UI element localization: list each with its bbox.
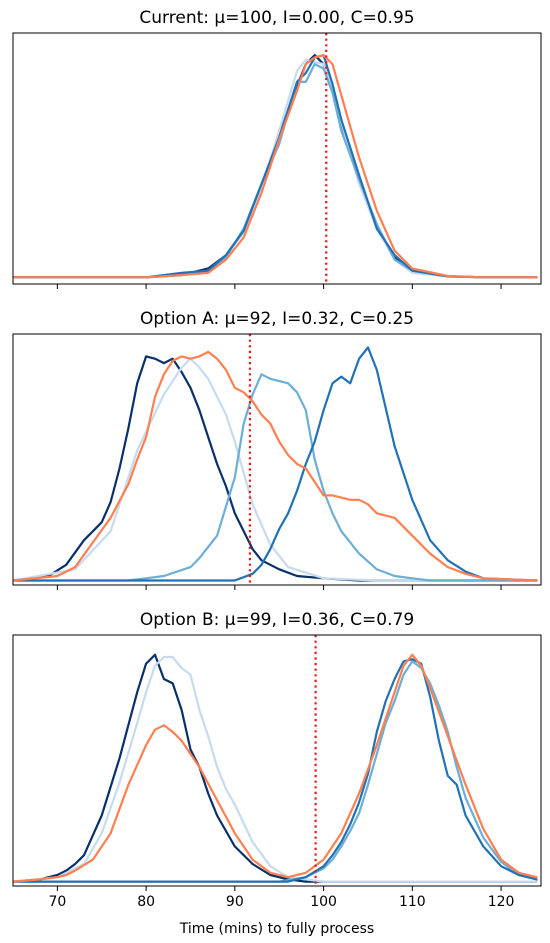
x-tick-label-80: 80 [137, 894, 155, 910]
series-line-5 [13, 54, 538, 279]
panel-1: Current: μ=100, I=0.00, C=0.95 [12, 8, 542, 289]
x-tick-label-90: 90 [226, 894, 244, 910]
panel-3: Option B: μ=99, I=0.36, C=0.79 [12, 610, 542, 891]
x-tick-label-70: 70 [48, 894, 66, 910]
series-line-3 [13, 660, 538, 883]
panel-2-frame [12, 333, 542, 586]
panel-1-series [13, 54, 538, 279]
panel-3-series [13, 653, 538, 883]
x-tick-label-100: 100 [310, 894, 337, 910]
x-tick-label-110: 110 [399, 894, 426, 910]
series-line-4 [13, 346, 538, 582]
x-axis-label: Time (mins) to fully process [179, 921, 374, 937]
panel-2: Option A: μ=92, I=0.32, C=0.25 [12, 309, 542, 590]
panel-1-title: Current: μ=100, I=0.00, C=0.95 [139, 8, 414, 28]
series-line-1 [13, 653, 538, 883]
series-line-1 [13, 355, 538, 582]
series-line-5 [13, 350, 538, 582]
panel-2-title: Option A: μ=92, I=0.32, C=0.25 [140, 309, 414, 329]
series-line-3 [13, 373, 538, 582]
series-line-2 [13, 357, 538, 582]
panel-2-series [13, 346, 538, 582]
panels: Current: μ=100, I=0.00, C=0.95 Option A: … [12, 8, 542, 891]
series-line-5 [13, 653, 538, 883]
panel-3-frame [12, 634, 542, 887]
series-line-4 [13, 658, 538, 883]
panel-1-frame [12, 32, 542, 285]
x-axis: 70 80 90 100 110 120 [48, 894, 514, 910]
x-tick-label-120: 120 [488, 894, 515, 910]
panel-3-title: Option B: μ=99, I=0.36, C=0.79 [140, 610, 414, 630]
series-line-4 [13, 54, 538, 279]
